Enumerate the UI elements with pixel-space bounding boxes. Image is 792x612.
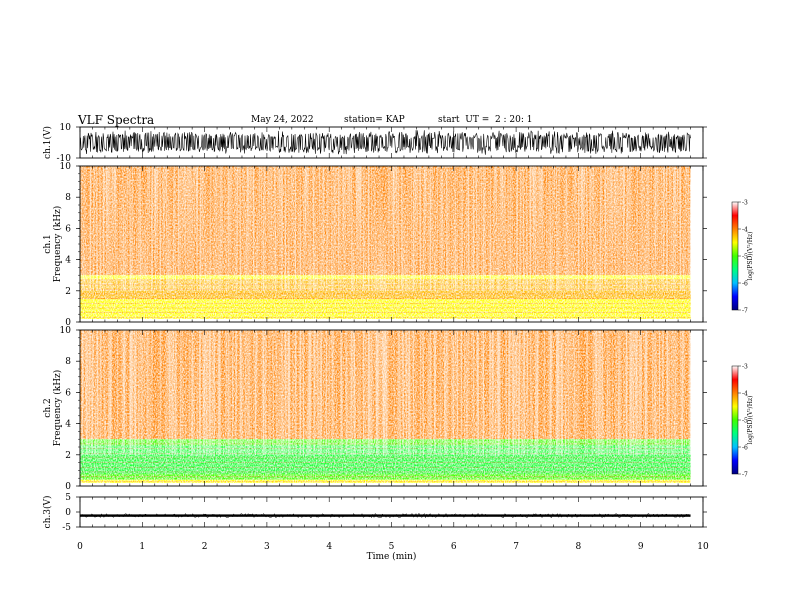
ch2-streaks bbox=[80, 330, 691, 455]
ch1-ytick-label: 0 bbox=[65, 318, 71, 328]
ch1-streaks bbox=[80, 166, 691, 291]
ch3-ytick-label: 5 bbox=[65, 493, 71, 503]
ch3-waveform-line bbox=[80, 512, 690, 519]
ch3-ylabel: ch.3(V) bbox=[42, 496, 53, 529]
x-tick-label: 3 bbox=[264, 542, 270, 552]
ch1-ytick-label: 10 bbox=[60, 162, 72, 172]
ch1-colorbar-tick-label: -6 bbox=[742, 281, 748, 288]
ch1-ytick-label: 2 bbox=[65, 287, 71, 297]
ch2-ytick-label: 2 bbox=[65, 451, 71, 461]
ch1-ytick-label: 8 bbox=[65, 193, 71, 203]
ch1-ytick-label: -10 bbox=[57, 154, 72, 164]
ch1-colorbar-tick-label: -3 bbox=[742, 200, 748, 207]
x-tick-label: 5 bbox=[389, 542, 395, 552]
ch1-ylabel: ch.1 bbox=[43, 234, 53, 253]
ch2-ytick-label: 6 bbox=[65, 388, 71, 398]
ch1-ytick-label: 4 bbox=[65, 256, 71, 266]
x-tick-label: 8 bbox=[576, 542, 582, 552]
ch1-waveform-line bbox=[80, 130, 691, 155]
x-tick-label: 2 bbox=[202, 542, 208, 552]
ch1-ytick-label: 10 bbox=[60, 123, 72, 133]
ch3-ytick-label: -5 bbox=[62, 523, 71, 533]
ch2-ytick-label: 0 bbox=[65, 482, 71, 492]
ch1-colorbar-tick-label: -5 bbox=[742, 254, 748, 261]
x-tick-label: 6 bbox=[451, 542, 457, 552]
chart-title: VLF Spectra bbox=[78, 113, 155, 127]
date-label: May 24, 2022 bbox=[251, 115, 314, 125]
ch3-ytick-label: 0 bbox=[65, 508, 71, 518]
ch1-ylabel-frequency: Frequency (kHz) bbox=[52, 206, 63, 283]
ch2-colorbar-tick-label: -5 bbox=[742, 418, 748, 425]
x-tick-label: 7 bbox=[513, 542, 519, 552]
ch1-ytick-label: 6 bbox=[65, 224, 71, 234]
station-label: station= KAP bbox=[344, 115, 405, 125]
ch2-ytick-label: 10 bbox=[60, 326, 72, 336]
ch2-colorbar-tick-label: -4 bbox=[742, 391, 748, 398]
ch2-colorbar-tick-label: -7 bbox=[742, 472, 748, 479]
ch2-ylabel-frequency: Frequency (kHz) bbox=[52, 370, 63, 447]
ch2-ytick-label: 8 bbox=[65, 357, 71, 367]
start-time-label: start UT = 2 : 20: 1 bbox=[438, 115, 533, 125]
x-axis-label: Time (min) bbox=[367, 551, 417, 562]
x-tick-label: 4 bbox=[326, 542, 332, 552]
ch2-ytick-label: 4 bbox=[65, 420, 71, 430]
x-tick-label: 10 bbox=[697, 542, 709, 552]
ch1-colorbar-tick-label: -4 bbox=[742, 227, 748, 234]
ch2-ylabel: ch.2 bbox=[43, 398, 53, 417]
ch2-colorbar-label: log(PSD)(V²/Hz) bbox=[747, 396, 754, 445]
ch1-colorbar-label: log(PSD)(V²/Hz) bbox=[747, 232, 754, 281]
ch2-colorbar-tick-label: -6 bbox=[742, 445, 748, 452]
ch2-colorbar bbox=[731, 365, 739, 475]
ch1-ylabel: ch.1(V) bbox=[42, 126, 53, 159]
x-tick-label: 1 bbox=[139, 542, 145, 552]
ch1-colorbar-tick-label: -7 bbox=[742, 308, 748, 315]
x-tick-label: 9 bbox=[638, 542, 644, 552]
x-tick-label: 0 bbox=[77, 542, 83, 552]
ch2-colorbar-tick-label: -3 bbox=[742, 364, 748, 371]
ch1-colorbar bbox=[731, 201, 739, 311]
